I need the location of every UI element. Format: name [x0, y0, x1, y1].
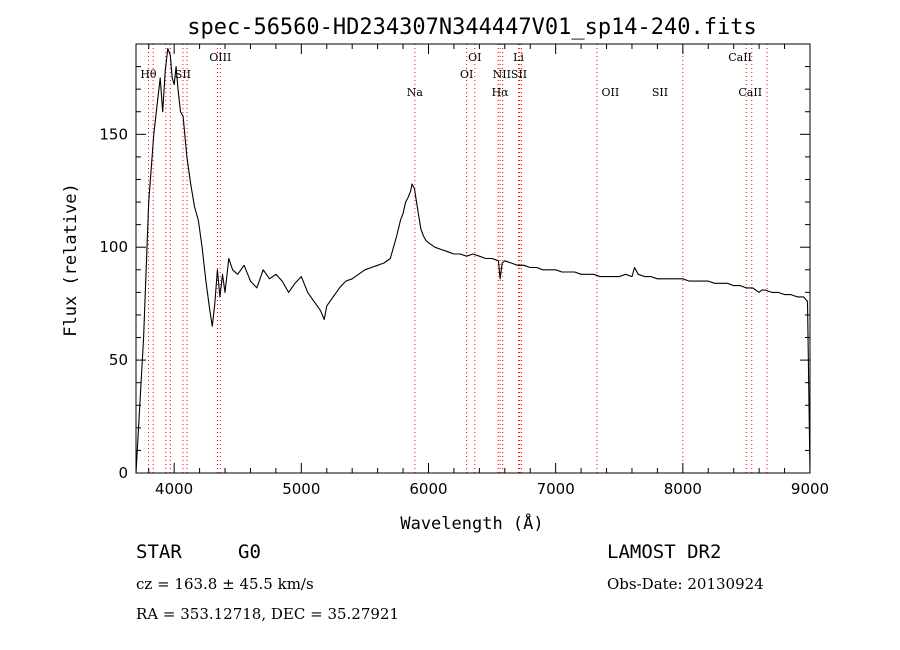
marker-label-2: OIII: [209, 51, 231, 64]
y-tick-label-1: 50: [109, 351, 128, 369]
y-tick-label-0: 0: [118, 464, 128, 482]
y-axis-label: Flux (relative): [61, 183, 81, 337]
object-subclass: G0: [238, 541, 261, 563]
x-axis-label: Wavelength (Å): [400, 512, 543, 534]
marker-label-4: OI: [468, 51, 481, 64]
marker-label-0: Hθ: [140, 68, 157, 81]
x-tick-label-0: 4000: [155, 480, 193, 498]
marker-label-8: Hα: [492, 86, 510, 99]
marker-label-1: SII: [175, 68, 191, 81]
marker-label-3: Na: [407, 86, 424, 99]
x-axis: 4000 5000 6000 7000 8000 9000: [148, 44, 829, 498]
marker-label-9: OII: [601, 86, 619, 99]
chart-title: spec-56560-HD234307N344447V01_sp14-240.f…: [187, 15, 757, 40]
object-class: STAR: [136, 541, 182, 563]
marker-label-7: NIISII: [493, 68, 528, 81]
y-axis: 0 50 100 150: [99, 43, 810, 482]
x-tick-label-3: 7000: [537, 480, 575, 498]
survey-name: LAMOST DR2: [607, 541, 722, 563]
spectrum-line: [135, 47, 811, 474]
x-tick-label-2: 6000: [409, 480, 447, 498]
y-tick-label-2: 100: [99, 238, 128, 256]
marker-label-11: CaII: [728, 51, 752, 64]
x-tick-label-5: 9000: [791, 480, 829, 498]
marker-label-10: SII: [652, 86, 668, 99]
plot-frame: [135, 43, 811, 474]
redshift-readout: cz = 163.8 ± 45.5 km/s: [136, 575, 314, 593]
obs-date-readout: Obs-Date: 20130924: [607, 575, 764, 593]
marker-label-5: OI: [460, 68, 473, 81]
plot-area: Hθ SII OIII Na OI OI Li NIISII Hα OII SII CaII CaII: [135, 44, 811, 474]
marker-label-12: CaII: [738, 86, 762, 99]
marker-label-6: Li: [513, 51, 524, 64]
coordinates-readout: RA = 353.12718, DEC = 35.27921: [136, 605, 400, 623]
x-tick-label-4: 8000: [664, 480, 702, 498]
x-tick-label-1: 5000: [282, 480, 320, 498]
y-tick-label-3: 150: [99, 125, 128, 143]
